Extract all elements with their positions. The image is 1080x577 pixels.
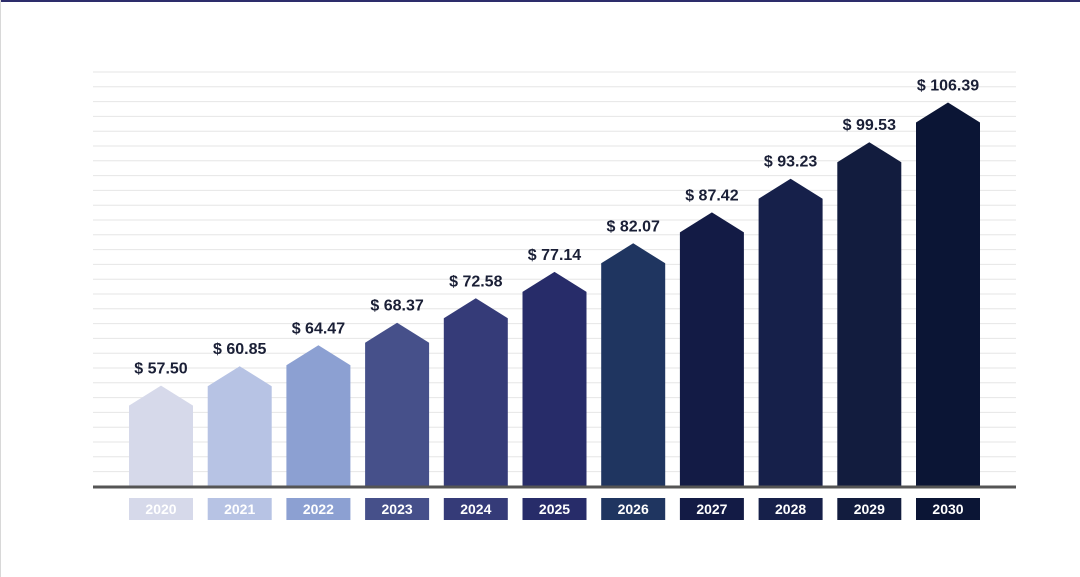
- year-label-2023: 2023: [382, 501, 413, 517]
- value-label-2027: $ 87.42: [685, 187, 738, 204]
- bar-2021: [207, 366, 272, 487]
- year-label-2025: 2025: [539, 501, 570, 517]
- year-box-2025: [522, 498, 587, 520]
- year-label-2028: 2028: [775, 501, 806, 517]
- year-label-2021: 2021: [224, 501, 255, 517]
- year-box-2029: [837, 498, 902, 520]
- year-label-2022: 2022: [303, 501, 334, 517]
- left-border: [0, 0, 1, 577]
- value-label-2024: $ 72.58: [449, 273, 502, 290]
- bars: [129, 102, 980, 487]
- top-border: [0, 0, 1080, 2]
- year-label-2026: 2026: [618, 501, 649, 517]
- bar-2022: [286, 345, 351, 487]
- year-box-2027: [679, 498, 744, 520]
- value-label-2023: $ 68.37: [370, 298, 423, 315]
- bar-2030: [916, 102, 980, 487]
- year-box-2023: [365, 498, 430, 520]
- value-label-2025: $ 77.14: [528, 247, 581, 264]
- year-box-2026: [601, 498, 666, 520]
- year-box-2020: [129, 498, 193, 520]
- bar-2028: [758, 178, 823, 487]
- value-labels: $ 57.50 $ 60.85 $ 64.47 $ 68.37 $ 72.58 $ 77.…: [134, 78, 979, 378]
- bar-2027: [679, 212, 744, 487]
- year-label-2020: 2020: [145, 501, 176, 517]
- bar-2023: [365, 322, 430, 487]
- bar-2029: [837, 142, 902, 487]
- year-label-2029: 2029: [854, 501, 885, 517]
- bar-2025: [522, 271, 587, 487]
- bar-2026: [601, 243, 666, 487]
- year-box-2022: [286, 498, 351, 520]
- value-label-2029: $ 99.53: [843, 117, 896, 134]
- year-labels: 2020 2021 2022 2023 2024 2025 2026 2027 2028 2029…: [129, 498, 980, 520]
- year-box-2024: [443, 498, 508, 520]
- value-label-2020: $ 57.50: [134, 361, 187, 378]
- year-box-2021: [207, 498, 272, 520]
- year-box-2030: [916, 498, 980, 520]
- value-label-2030: $ 106.39: [917, 78, 979, 95]
- value-label-2022: $ 64.47: [292, 320, 345, 337]
- year-label-2027: 2027: [696, 501, 727, 517]
- bar-2020: [129, 385, 193, 487]
- value-label-2021: $ 60.85: [213, 341, 266, 358]
- year-box-2028: [758, 498, 823, 520]
- year-label-2030: 2030: [932, 501, 963, 517]
- value-label-2028: $ 93.23: [764, 154, 817, 171]
- year-label-2024: 2024: [460, 501, 491, 517]
- bar-2024: [443, 298, 508, 487]
- value-label-2026: $ 82.07: [607, 218, 660, 235]
